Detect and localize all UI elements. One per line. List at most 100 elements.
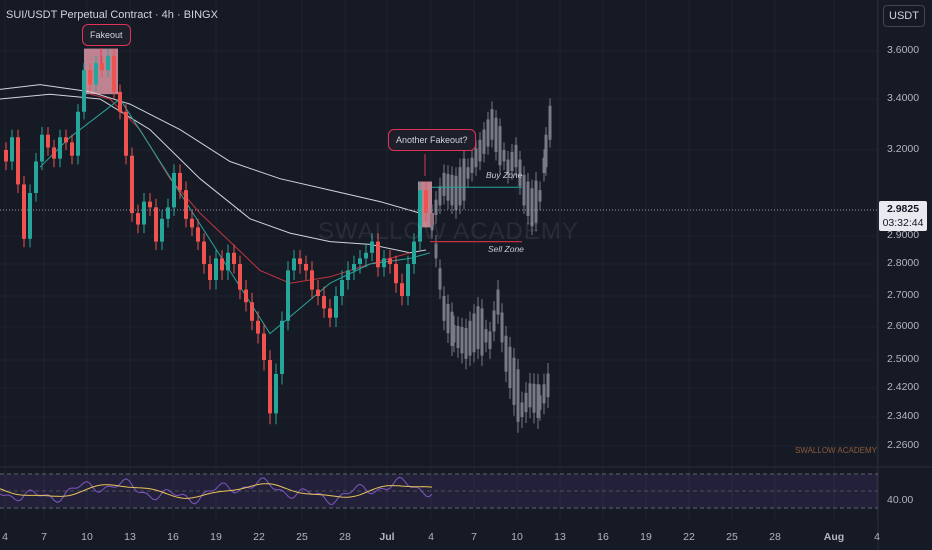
candle — [148, 201, 152, 208]
watermark: SWALLOW ACADEMY — [318, 218, 579, 245]
projection-candle-bearish — [516, 369, 520, 422]
time-axis-label: 22 — [253, 531, 265, 543]
projection-candle-bullish — [534, 180, 538, 223]
candle-countdown: 03:32:44 — [882, 217, 924, 229]
candle — [142, 201, 146, 225]
candle — [340, 280, 344, 296]
time-axis-label: 25 — [296, 531, 308, 543]
projection-candle-bullish — [510, 151, 514, 172]
candle — [286, 270, 290, 321]
candle — [34, 161, 38, 193]
projection-candle-bullish — [494, 117, 498, 152]
candle — [268, 360, 272, 414]
candle — [190, 218, 194, 228]
fakeout-callout: Fakeout — [82, 24, 131, 46]
time-axis-label: 19 — [210, 531, 222, 543]
price-axis-label: 3.2000 — [887, 143, 920, 155]
price-axis-label: 3.4000 — [887, 92, 920, 104]
candle — [394, 264, 398, 284]
projection-candle-bullish — [522, 174, 526, 206]
price-axis-label: 2.4200 — [887, 381, 920, 393]
projection-candle-bullish — [544, 134, 548, 168]
time-axis-label: 13 — [554, 531, 566, 543]
candle — [202, 241, 206, 264]
candle — [88, 70, 92, 85]
projection-candle-bearish — [442, 296, 446, 321]
candle — [352, 264, 356, 271]
candle — [274, 374, 278, 414]
time-axis-label: 16 — [167, 531, 179, 543]
candle — [418, 190, 422, 242]
candle — [94, 63, 98, 85]
projection-candle-bullish — [474, 148, 478, 168]
projection-candle-bearish — [476, 306, 480, 349]
rsi-band — [0, 474, 878, 508]
projection-candle-bearish — [546, 373, 550, 398]
projection-candle-bearish — [542, 384, 546, 404]
projection-candle-bullish — [438, 186, 442, 206]
candle — [136, 213, 140, 225]
projection-candle-bullish — [442, 172, 446, 196]
projection-candle-bearish — [504, 335, 508, 372]
candle — [256, 320, 260, 334]
candle — [334, 296, 338, 318]
projection-candle-bullish — [526, 181, 530, 216]
candle — [118, 91, 122, 112]
candle — [382, 258, 386, 268]
candle — [160, 218, 164, 242]
candle — [370, 241, 374, 253]
candle — [364, 252, 368, 259]
candle — [124, 111, 128, 156]
candle — [310, 270, 314, 290]
projection-candle-bearish — [496, 289, 500, 315]
time-axis-label: 4 — [874, 531, 880, 543]
projection-candle-bearish — [512, 357, 516, 405]
projection-candle-bullish — [450, 174, 454, 206]
candle — [58, 137, 62, 159]
projection-candle-bearish — [532, 383, 536, 413]
projection-candle-bearish — [488, 331, 492, 349]
candle — [346, 270, 350, 280]
candle — [178, 172, 182, 191]
time-axis-label: 16 — [597, 531, 609, 543]
price-axis-label: 2.3400 — [887, 410, 920, 422]
currency-selector[interactable]: USDT — [883, 5, 925, 27]
candle — [196, 227, 200, 242]
projection-candle-bullish — [454, 175, 458, 211]
projection-candle-bearish — [456, 325, 460, 348]
time-axis-label: Jul — [379, 531, 395, 543]
price-axis-label: 2.8000 — [887, 257, 920, 269]
price-axis-label: 2.6000 — [887, 320, 920, 332]
projection-candle-bullish — [514, 144, 518, 168]
projection-candle-bearish — [472, 313, 476, 353]
projection-candle-bullish — [470, 157, 474, 173]
candle — [406, 264, 410, 296]
projection-candle-bullish — [434, 199, 438, 215]
projection-candle-bearish — [438, 268, 442, 290]
time-axis-label: 10 — [81, 531, 93, 543]
candle — [376, 241, 380, 268]
projection-candle-bullish — [466, 167, 470, 179]
projection-candle-bearish — [446, 303, 450, 334]
projection-candle-bullish — [486, 119, 490, 147]
candle — [172, 172, 176, 208]
candle — [244, 289, 248, 303]
projection-candle-bullish — [482, 129, 486, 154]
candle — [28, 193, 32, 239]
projection-candle-bearish — [492, 310, 496, 332]
time-axis-label: 7 — [471, 531, 477, 543]
candle — [52, 147, 56, 159]
time-axis-label: 22 — [683, 531, 695, 543]
candle — [100, 63, 104, 71]
current-price-tag: 2.9825 03:32:44 — [879, 201, 927, 231]
candle — [322, 296, 326, 309]
candle — [184, 190, 188, 219]
candle — [76, 111, 80, 156]
time-axis-label: 4 — [2, 531, 8, 543]
moving-average-line — [89, 93, 411, 284]
candle — [40, 134, 44, 162]
candle — [412, 241, 416, 264]
projection-candle-bullish — [502, 150, 506, 162]
